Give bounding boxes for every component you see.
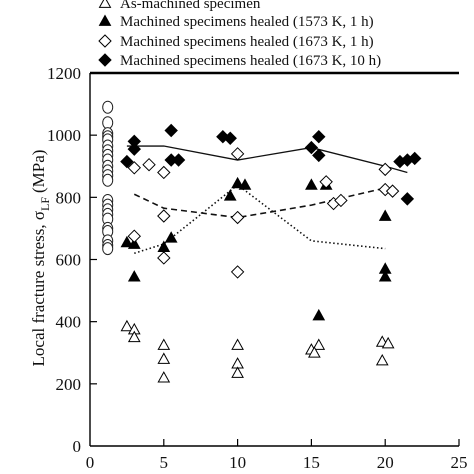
data-point	[157, 240, 171, 252]
series-1	[120, 319, 395, 383]
data-point	[157, 251, 171, 265]
data-point	[312, 130, 326, 144]
data-point	[127, 270, 141, 282]
data-point	[157, 338, 171, 350]
legend-item-h1673_10: Machined specimens healed (1673 K, 10 h)	[98, 53, 381, 69]
data-point	[102, 242, 114, 256]
data-point	[223, 189, 237, 201]
data-point	[231, 338, 244, 350]
chart-legend: As-machined specimen Machined specimens h…	[98, 0, 381, 69]
x-tick-label: 20	[377, 453, 394, 472]
data-point	[312, 148, 326, 163]
trend-line-dashed	[133, 187, 386, 219]
y-tick-label: 0	[73, 437, 82, 456]
data-point	[127, 229, 141, 243]
legend-marker-h1673_10	[98, 53, 112, 67]
trend-line-dotted	[134, 183, 386, 255]
x-tick-label: 0	[86, 453, 95, 472]
axes: 0 200 400 600 800 1000 1200 0 5 10 15 20 25	[47, 64, 468, 472]
data-point	[127, 330, 141, 343]
y-tick-label: 200	[56, 375, 82, 394]
data-point	[304, 140, 319, 155]
data-point	[230, 265, 245, 279]
data-point	[164, 123, 178, 138]
data-point	[157, 165, 171, 180]
data-point	[400, 192, 415, 206]
legend-label-asm: As-machined specimen	[120, 0, 261, 12]
data-point	[120, 235, 134, 248]
data-point	[157, 352, 171, 364]
legend-item-h1673_1: Machined specimens healed (1673 K, 1 h)	[98, 34, 374, 50]
y-axis-label-subscript: LF	[38, 197, 52, 211]
y-tick-label: 600	[56, 251, 82, 270]
legend-marker-h1673_1	[98, 34, 112, 48]
data-point	[157, 371, 171, 383]
legend-label-h1673_10: Machined specimens healed (1673 K, 10 h)	[120, 53, 381, 69]
data-point	[171, 153, 186, 167]
legend-item-asm: As-machined specimen	[98, 0, 261, 12]
series-0	[102, 100, 114, 256]
y-axis-label-unit: (MPa)	[29, 150, 48, 193]
x-tick-label: 15	[303, 453, 320, 472]
data-point	[381, 336, 395, 349]
y-tick-label: 1200	[47, 64, 81, 83]
data-point	[305, 178, 318, 190]
legend-item-h1573: Machined specimens healed (1573 K, 1 h)	[98, 14, 374, 30]
data-point	[378, 209, 392, 221]
data-point	[231, 176, 244, 189]
data-point	[319, 175, 333, 189]
data-point	[230, 147, 245, 161]
data-point	[378, 162, 392, 177]
y-axis-label-main: Local fracture stress, σ	[29, 211, 48, 366]
data-point	[312, 338, 326, 350]
data-point	[334, 193, 348, 208]
legend-marker-asm	[98, 0, 112, 8]
data-point	[312, 308, 326, 321]
data-point	[102, 116, 114, 130]
series-4	[120, 123, 422, 206]
legend-label-h1673_1: Machined specimens healed (1673 K, 1 h)	[120, 34, 374, 50]
y-tick-label: 400	[56, 313, 82, 332]
data-point	[127, 161, 141, 175]
data-point	[164, 231, 178, 243]
data-point	[230, 210, 245, 225]
y-axis-label: Local fracture stress, σLF (MPa)	[29, 150, 52, 367]
data-point	[127, 142, 141, 156]
data-point	[223, 131, 237, 145]
data-point	[375, 353, 389, 366]
data-point	[120, 154, 134, 169]
data-point	[120, 319, 134, 332]
data-point	[238, 178, 252, 190]
data-point	[231, 366, 244, 378]
y-tick-label: 800	[56, 188, 82, 207]
x-tick-label: 10	[229, 453, 246, 472]
data-point	[157, 209, 171, 223]
data-point	[127, 237, 141, 249]
y-tick-label: 1000	[47, 126, 81, 145]
x-tick-label: 5	[160, 453, 169, 472]
data-point	[378, 270, 392, 282]
legend-label-h1573: Machined specimens healed (1573 K, 1 h)	[120, 14, 374, 30]
plot-area	[102, 100, 422, 383]
data-point	[142, 157, 156, 172]
data-point	[102, 173, 114, 187]
data-point	[308, 346, 321, 358]
data-point	[385, 184, 400, 198]
series-2	[120, 176, 392, 321]
legend-marker-h1573	[98, 14, 112, 26]
x-tick-label: 25	[451, 453, 468, 472]
data-point	[102, 100, 114, 114]
series-3	[127, 147, 400, 279]
data-point	[408, 151, 422, 166]
